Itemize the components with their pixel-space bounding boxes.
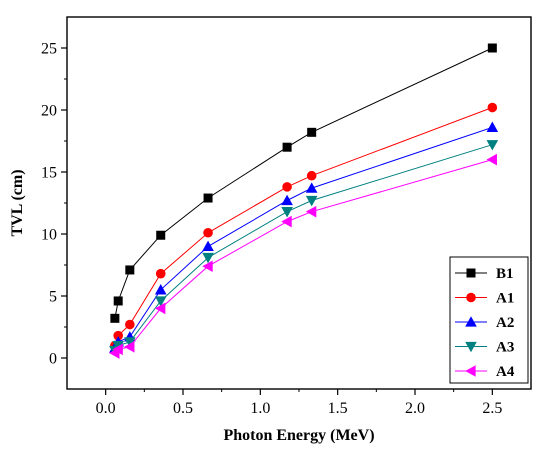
legend: B1 A1 A2 A3 A4 [449,256,529,384]
data-point-a1 [125,319,135,330]
data-point-a1 [487,102,498,113]
x-axis-title: Photon Energy (MeV) [223,427,374,444]
y-tick-label: 0 [49,351,57,368]
legend-marker-a4 [465,365,476,377]
data-point-a1 [306,170,317,181]
y-tick-label: 10 [41,227,57,244]
series-layer [109,43,499,359]
data-point-a2 [154,284,167,295]
legend-marker-a1 [466,292,476,303]
series-b1 [110,43,497,323]
data-point-a3 [154,296,167,307]
y-tick-label: 5 [49,289,57,306]
x-tick-label: 2.5 [482,400,502,417]
data-point-b1 [156,230,166,240]
x-tick-label: 0.5 [173,400,193,417]
data-point-a2 [202,240,214,252]
x-tick-label: 1.5 [328,400,348,417]
data-point-b1 [307,127,317,137]
data-point-a4 [112,343,123,356]
data-point-a2 [305,182,318,193]
series-a4 [109,153,497,359]
y-tick-label: 20 [41,103,57,120]
data-point-a3 [281,207,293,218]
data-point-a1 [282,182,292,192]
legend-marker-a2 [465,316,477,327]
data-point-b1 [203,193,213,203]
data-point-a3 [202,252,214,264]
data-point-a3 [305,195,318,207]
data-point-a4 [124,341,135,353]
data-point-b1 [113,296,123,306]
data-point-b1 [125,265,135,275]
data-point-a2 [486,121,499,132]
data-point-a3 [124,337,136,348]
legend-label-a2: A2 [496,315,514,331]
legend-label-a1: A1 [496,291,514,307]
legend-marker-b1 [466,268,476,278]
y-axis-ticks: 0 5 10 15 20 25 [41,41,67,368]
data-point-a4 [281,215,292,228]
data-point-a1 [203,227,213,238]
data-point-b1 [282,142,292,152]
x-tick-label: 2.0 [405,400,425,417]
data-point-a4 [305,205,317,218]
legend-label-a3: A3 [496,340,514,356]
data-point-a2 [281,194,293,206]
legend-marker-a3 [465,341,477,353]
data-point-a1 [113,330,123,341]
y-tick-label: 15 [41,165,57,182]
legend-box [449,256,529,384]
data-point-a4 [486,153,497,166]
data-point-a1 [155,268,166,279]
series-a3 [109,140,499,357]
data-point-b1 [110,313,120,323]
data-point-a4 [202,260,213,273]
series-a1 [110,102,498,351]
x-axis-ticks: 0.0 0.5 1.0 1.5 2.0 2.5 [96,389,502,417]
data-point-a3 [486,140,499,151]
legend-label-b1: B1 [496,266,514,282]
x-tick-label: 0.0 [96,400,116,417]
legend-label-a4: A4 [496,364,515,380]
y-tick-label: 25 [41,41,57,58]
y-axis-title: TVL (cm) [9,169,26,236]
x-tick-label: 1.0 [250,400,270,417]
data-point-a4 [154,302,166,315]
data-point-b1 [487,43,497,53]
